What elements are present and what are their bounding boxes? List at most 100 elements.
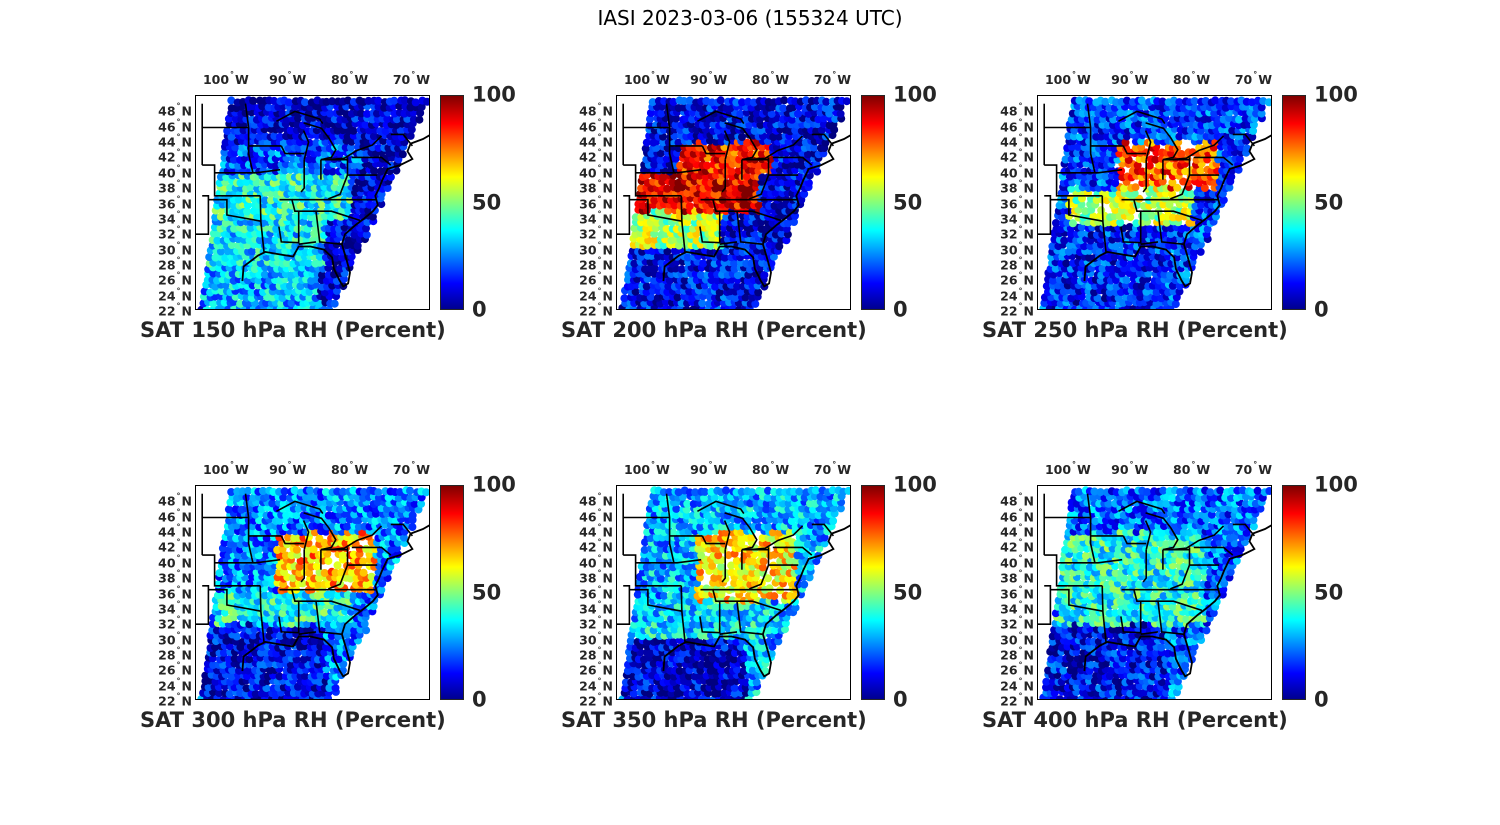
rh-observation-dot	[326, 614, 334, 623]
rh-observation-dot	[780, 96, 789, 105]
rh-observation-dot	[224, 655, 233, 664]
lon-tick-label: 90°W	[690, 460, 728, 477]
state-boundary	[1101, 195, 1107, 252]
rh-observation-dot	[360, 488, 368, 496]
rh-observation-dot	[286, 660, 295, 669]
state-boundary	[298, 241, 317, 245]
rh-observation-dot	[1196, 247, 1205, 256]
lat-tick-label: 22°N	[579, 301, 613, 319]
rh-observation-dot	[293, 649, 302, 658]
rh-observation-dot	[638, 201, 647, 210]
rh-observation-dot	[1048, 276, 1057, 285]
rh-observation-dot	[259, 487, 267, 495]
rh-observation-dot	[215, 689, 224, 697]
rh-observation-dot	[267, 148, 276, 157]
panel-title: SAT 200 hPa RH (Percent)	[561, 318, 867, 342]
rh-observation-dot	[246, 223, 255, 232]
rh-observation-dot	[675, 241, 683, 250]
rh-observation-dot	[742, 172, 751, 181]
map-panel-250hpa: 100°W 90°W 80°W 70°W 48°N 46°N 44°N 42°N 40°N 38°…	[982, 70, 1402, 370]
rh-observation-dot	[756, 120, 765, 129]
rh-observation-dot	[1190, 97, 1199, 106]
rh-scatter-map	[196, 486, 429, 699]
rh-observation-dot	[304, 259, 313, 268]
rh-observation-dot	[315, 299, 324, 308]
rh-observation-dot	[731, 294, 740, 302]
lat-tick-label: 40°N	[158, 553, 192, 571]
rh-observation-dot	[685, 202, 694, 211]
rh-observation-dot	[631, 213, 640, 222]
rh-observation-dot	[332, 286, 341, 295]
lat-tick-label: 38°N	[579, 178, 613, 196]
rh-observation-dot	[697, 660, 706, 669]
rh-observation-dot	[1042, 282, 1051, 291]
colorbar-tick-label: 0	[893, 297, 908, 322]
rh-observation-dot	[255, 270, 264, 279]
rh-observation-dot	[384, 493, 393, 502]
rh-observation-dot	[726, 104, 735, 113]
state-boundary	[315, 211, 342, 245]
rh-observation-dot	[247, 247, 256, 256]
rh-observation-dot	[631, 287, 640, 296]
rh-observation-dot	[1162, 218, 1171, 227]
rh-observation-dot	[1070, 276, 1079, 285]
state-boundary	[328, 174, 349, 200]
rh-observation-dot	[1219, 196, 1228, 205]
rh-observation-dot	[699, 259, 708, 268]
map-panel-150hpa: 100°W 90°W 80°W 70°W 48°N 46°N 44°N 42°N 40°N 38°…	[140, 70, 560, 370]
rh-observation-dot	[380, 516, 389, 525]
rh-observation-dot	[400, 96, 409, 105]
rh-observation-dot	[353, 241, 362, 250]
lon-tick-label: 80°W	[330, 70, 369, 87]
lat-tick-label: 42°N	[579, 147, 613, 165]
rh-observation-dot	[688, 115, 696, 124]
rh-observation-dot	[1197, 126, 1205, 135]
rh-observation-dot	[752, 109, 761, 118]
rh-observation-dot	[368, 178, 377, 187]
rh-observation-dot	[278, 109, 287, 118]
rh-observation-dot	[339, 487, 348, 496]
rh-observation-dot	[330, 299, 339, 308]
lon-tick-label: 70°W	[813, 70, 852, 87]
lat-tick-label: 34°N	[1000, 209, 1034, 227]
state-boundary	[700, 198, 782, 222]
rh-observation-dot	[264, 103, 273, 112]
rh-observation-dot	[301, 98, 309, 107]
lat-tick-label: 46°N	[1000, 117, 1034, 135]
rh-observation-dot	[349, 550, 358, 559]
rh-observation-dot	[1225, 114, 1234, 122]
rh-observation-dot	[1159, 200, 1168, 209]
rh-observation-dot	[750, 126, 759, 135]
rh-observation-dot	[1257, 103, 1266, 112]
rh-observation-dot	[754, 288, 763, 297]
rh-observation-dot	[1110, 252, 1119, 261]
state-boundary	[697, 110, 745, 125]
rh-observation-dot	[1062, 259, 1071, 268]
rh-observation-dot	[237, 247, 246, 256]
map-plot-area	[195, 485, 430, 700]
rh-observation-dot	[338, 551, 347, 560]
rh-observation-dot	[703, 161, 711, 170]
rh-observation-dot	[227, 132, 236, 141]
panel-title: SAT 300 hPa RH (Percent)	[140, 708, 446, 732]
rh-observation-dot	[1175, 132, 1184, 141]
rh-observation-dot	[1077, 223, 1086, 232]
rh-observation-dot	[350, 626, 359, 635]
rh-observation-dot	[1098, 264, 1107, 273]
rh-observation-dot	[1086, 242, 1095, 251]
rh-observation-dot	[354, 516, 363, 525]
rh-observation-dot	[223, 127, 232, 135]
rh-observation-dot	[320, 608, 329, 617]
rh-observation-dot	[751, 299, 760, 308]
rh-observation-dot	[1110, 218, 1119, 227]
rh-observation-dot	[752, 678, 761, 687]
rh-observation-dot	[310, 528, 319, 537]
state-boundary	[351, 546, 392, 556]
rh-observation-dot	[312, 138, 321, 147]
rh-observation-dot	[784, 219, 792, 228]
rh-observation-dot	[1169, 213, 1177, 222]
rh-observation-dot	[385, 527, 394, 536]
map-plot-area	[616, 95, 851, 310]
rh-observation-dot	[1227, 172, 1236, 181]
rh-observation-dot	[674, 178, 683, 187]
